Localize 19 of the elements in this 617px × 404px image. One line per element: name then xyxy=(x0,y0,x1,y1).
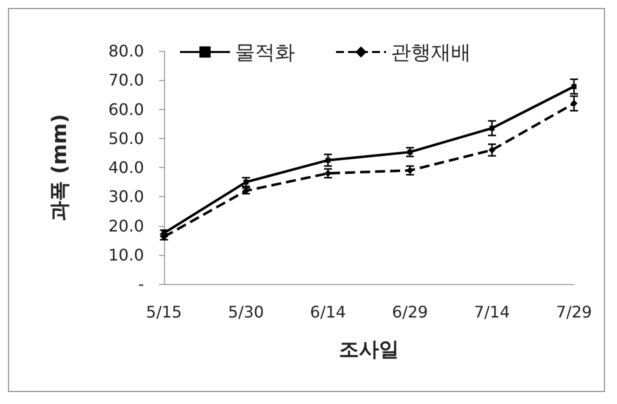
y-tick-label: 70.0 xyxy=(108,70,144,90)
x-tick-label: 5/15 xyxy=(146,302,182,322)
y-tick-label: 10.0 xyxy=(108,245,144,264)
y-axis-title: 과폭 (mm) xyxy=(47,114,71,221)
x-tick-label: 6/29 xyxy=(392,302,428,322)
y-tick-label: 80.0 xyxy=(108,42,144,60)
y-tick-label: 40.0 xyxy=(108,158,144,177)
x-tick-label: 7/14 xyxy=(474,302,510,322)
y-tick-label: 30.0 xyxy=(108,187,144,206)
y-tick-label: 50.0 xyxy=(108,128,144,148)
y-tick-label: 20.0 xyxy=(108,216,144,236)
x-tick-label: 6/14 xyxy=(310,302,346,322)
legend-label: 관행재배 xyxy=(391,40,471,64)
x-tick-label: 5/30 xyxy=(228,302,264,322)
y-tick-label: 60.0 xyxy=(108,100,144,119)
y-tick-label: - xyxy=(138,274,144,294)
x-tick-label: 7/29 xyxy=(556,302,592,322)
x-axis-title: 조사일 xyxy=(339,337,399,361)
legend-label: 물적화 xyxy=(235,40,295,64)
